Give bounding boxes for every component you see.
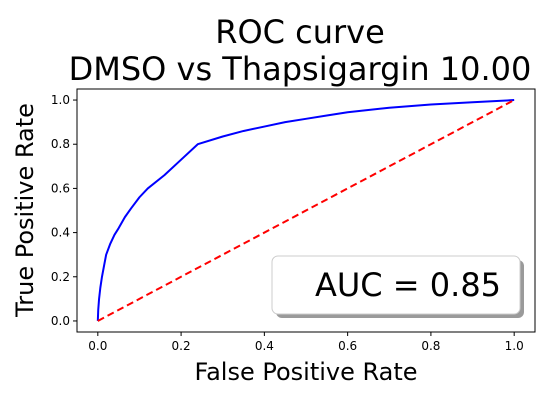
y-tick-label: 0.4 [51,226,70,240]
x-axis-label: False Positive Rate [194,358,417,386]
auc-label: AUC = 0.85 [315,266,501,304]
series-layer [96,99,515,322]
y-tick-label: 0.6 [51,181,70,195]
y-axis-ticks: 0.0 0.2 0.4 0.6 0.8 1.0 [51,93,77,328]
x-tick-label: 0.8 [421,339,440,353]
chart-subtitle: DMSO vs Thapsigargin 10.00 [69,50,532,88]
chance-diagonal-line [97,99,515,322]
chart-title: ROC curve [215,13,385,51]
x-tick-label: 0.0 [88,339,107,353]
roc-curve-line [96,99,515,321]
y-tick-label: 0.2 [51,270,70,284]
x-tick-label: 0.4 [255,339,274,353]
auc-legend-box: AUC = 0.85 [271,255,524,318]
x-tick-label: 1.0 [505,339,524,353]
y-axis-label: True Positive Rate [11,103,39,318]
y-tick-label: 0.0 [51,314,70,328]
x-tick-label: 0.6 [338,339,357,353]
y-tick-label: 1.0 [51,93,70,107]
x-tick-label: 0.2 [172,339,191,353]
x-axis-ticks: 0.0 0.2 0.4 0.6 0.8 1.0 [88,332,524,353]
y-tick-label: 0.8 [51,137,70,151]
